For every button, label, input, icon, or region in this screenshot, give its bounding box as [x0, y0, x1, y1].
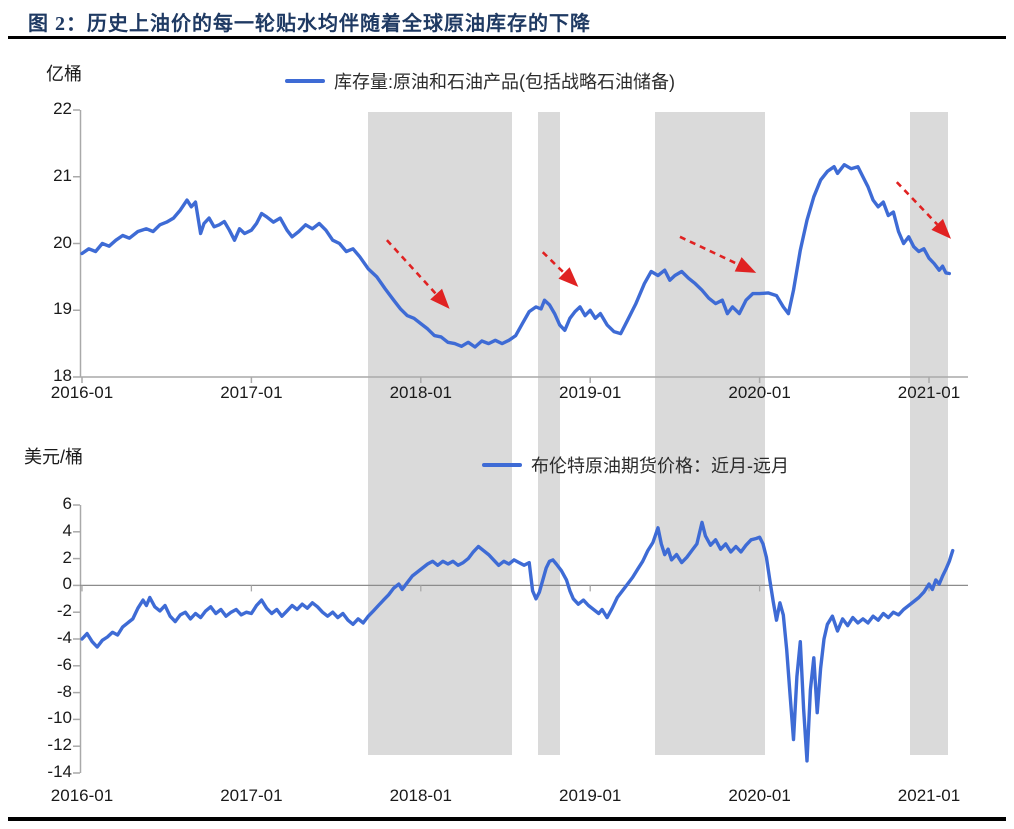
- spread-series-line: [80, 520, 955, 763]
- down-arrow-head: [558, 267, 579, 287]
- top-chart-legend: 库存量:原油和石油产品(包括战略石油储备): [285, 68, 675, 94]
- title-divider: [8, 36, 1006, 39]
- bottom-chart-legend: 布伦特原油期货价格：近月-远月: [482, 452, 789, 478]
- bottom-chart-unit-label: 美元/桶: [24, 447, 84, 467]
- highlight-band: [654, 112, 765, 755]
- highlight-band: [368, 112, 513, 755]
- highlight-band: [537, 112, 560, 755]
- bottom-divider: [8, 817, 1006, 821]
- inventory-series-line: [80, 163, 951, 349]
- figure-title: 图 2：历史上油价的每一轮贴水均伴随着全球原油库存的下降: [28, 13, 591, 35]
- top-chart-unit-label: 亿桶: [46, 64, 82, 84]
- down-arrow-shaft: [679, 235, 739, 266]
- legend-line-swatch: [482, 463, 522, 467]
- down-arrow-head: [734, 257, 757, 273]
- down-arrow-head: [430, 288, 450, 309]
- down-arrow-head: [931, 218, 952, 239]
- down-arrow-shaft: [385, 239, 438, 296]
- bottom-chart-legend-label: 布伦特原油期货价格：近月-远月: [531, 456, 789, 476]
- down-arrow-shaft: [541, 251, 565, 274]
- top-chart-legend-label: 库存量:原油和石油产品(包括战略石油储备): [334, 72, 675, 92]
- legend-line-swatch: [285, 79, 325, 83]
- down-arrow-shaft: [895, 181, 939, 226]
- highlight-band: [910, 112, 948, 755]
